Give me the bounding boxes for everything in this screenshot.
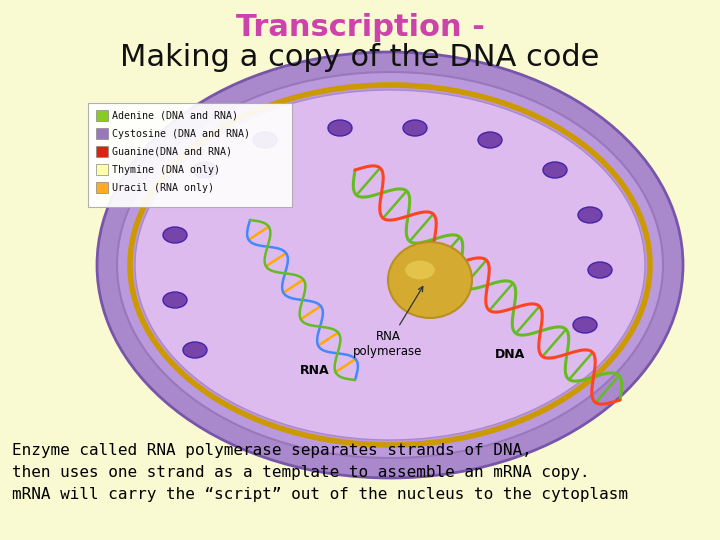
Text: RNA: RNA <box>300 363 330 376</box>
Text: mRNA will carry the “script” out of the nucleus to the cytoplasm: mRNA will carry the “script” out of the … <box>12 487 628 502</box>
Ellipse shape <box>388 242 472 318</box>
FancyBboxPatch shape <box>88 103 292 207</box>
Text: then uses one strand as a template to assemble an mRNA copy.: then uses one strand as a template to as… <box>12 464 590 480</box>
Ellipse shape <box>478 132 502 148</box>
Bar <box>96 164 108 175</box>
Bar <box>96 182 108 193</box>
Text: Thymine (DNA only): Thymine (DNA only) <box>112 165 220 175</box>
Ellipse shape <box>588 262 612 278</box>
Ellipse shape <box>573 317 597 333</box>
Bar <box>96 146 108 157</box>
Text: Uracil (RNA only): Uracil (RNA only) <box>112 183 214 193</box>
Ellipse shape <box>183 342 207 358</box>
Ellipse shape <box>543 162 567 178</box>
Text: Making a copy of the DNA code: Making a copy of the DNA code <box>120 44 600 72</box>
Ellipse shape <box>253 132 277 148</box>
Text: Transcription -: Transcription - <box>235 14 485 43</box>
Text: Cystosine (DNA and RNA): Cystosine (DNA and RNA) <box>112 129 250 139</box>
Bar <box>96 110 108 121</box>
Text: DNA: DNA <box>495 348 525 361</box>
Ellipse shape <box>135 90 645 440</box>
Ellipse shape <box>405 260 435 280</box>
Text: Enzyme called RNA polymerase separates strands of DNA,: Enzyme called RNA polymerase separates s… <box>12 442 532 457</box>
Ellipse shape <box>97 52 683 478</box>
Ellipse shape <box>117 72 663 458</box>
Ellipse shape <box>328 120 352 136</box>
Text: Guanine(DNA and RNA): Guanine(DNA and RNA) <box>112 147 232 157</box>
Ellipse shape <box>163 292 187 308</box>
Ellipse shape <box>578 207 602 223</box>
Text: RNA
polymerase: RNA polymerase <box>354 287 423 358</box>
Ellipse shape <box>193 162 217 178</box>
Text: Adenine (DNA and RNA): Adenine (DNA and RNA) <box>112 111 238 121</box>
Bar <box>96 128 108 139</box>
Ellipse shape <box>403 120 427 136</box>
Ellipse shape <box>163 227 187 243</box>
